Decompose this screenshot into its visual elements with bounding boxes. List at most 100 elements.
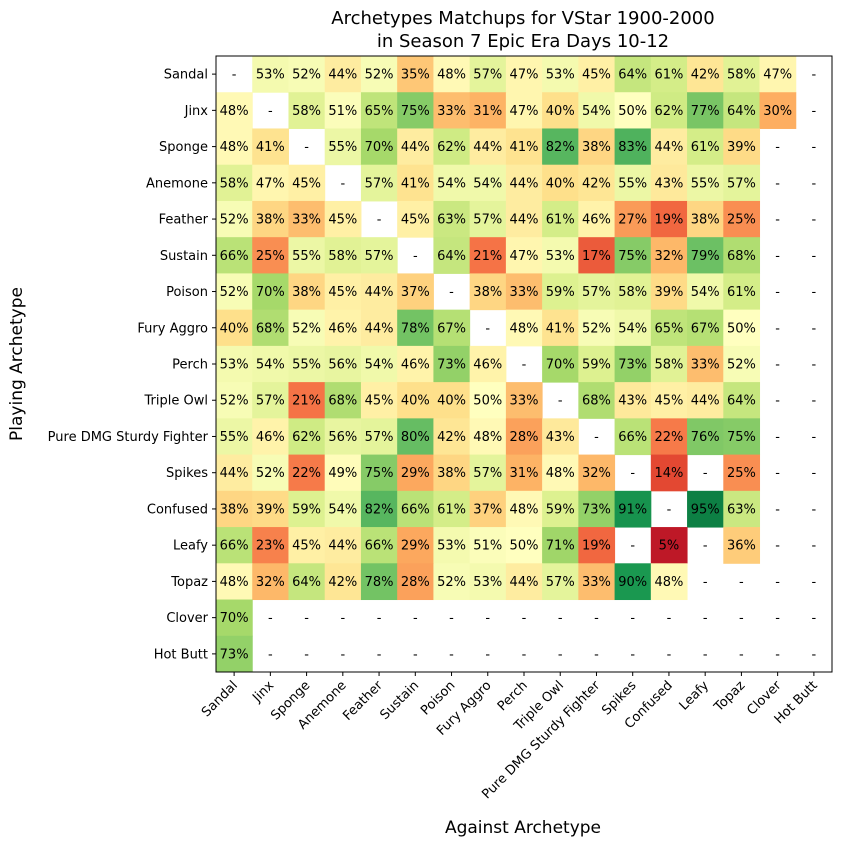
heatmap-cell [397,345,434,383]
cell-value-label: - [812,68,817,83]
cell-value-label: - [812,466,817,481]
heatmap-cell [687,418,724,456]
heatmap-cell [397,527,434,564]
heatmap-cell [505,527,543,564]
cell-value-label: 52% [256,466,285,481]
y-axis-label: Playing Archetype [7,287,27,441]
heatmap-cell [360,418,398,456]
cell-value-label: 82% [365,502,394,517]
heatmap-cell [542,454,579,492]
cell-value-label: - [812,213,817,228]
heatmap-cell [505,56,543,93]
cell-value-label: 39% [256,502,285,517]
cell-value-label: 52% [220,213,249,228]
heatmap-cell [397,382,434,419]
cell-value-label: 55% [328,140,357,155]
heatmap-cell [650,527,688,564]
heatmap-cell [469,563,507,601]
cell-value-label: - [812,176,817,191]
cell-value-label: 70% [365,140,394,155]
heatmap-cell [252,200,289,238]
heatmap-cell [252,309,289,347]
cell-value-label: 64% [727,104,756,119]
cell-value-label: - [739,575,744,590]
heatmap-cell [650,382,688,419]
heatmap-cell [614,92,652,129]
heatmap-cell [252,490,289,528]
cell-value-label: 54% [328,502,357,517]
cell-value-label: - [812,647,817,662]
y-tick-label: Leafy [173,539,208,554]
cell-value-label: 54% [437,176,466,191]
y-tick-label: Perch [172,358,208,373]
cell-value-label: 43% [546,430,575,445]
cell-value-label: 40% [220,321,249,336]
cell-value-label: 78% [401,321,430,336]
heatmap-cell [687,128,724,166]
cell-value-label: 39% [727,140,756,155]
cell-value-label: - [703,575,708,590]
heatmap-cell [578,527,616,564]
cell-value-label: - [775,285,780,300]
heatmap-cell [216,128,253,166]
cell-value-label: - [703,466,708,481]
cell-value-label: 33% [691,358,720,373]
cell-value-label: - [703,611,708,626]
cell-value-label: 45% [292,176,321,191]
cell-value-label: 55% [292,249,321,264]
y-tick-label: Sponge [159,140,208,155]
heatmap-cell [723,128,761,166]
cell-value-label: - [775,430,780,445]
heatmap-cell [433,454,471,492]
cell-value-label: 58% [292,104,321,119]
cell-value-label: 21% [473,249,502,264]
cell-value-label: 66% [365,539,394,554]
cell-value-label: - [812,611,817,626]
x-axis-ticks: Sandal JinxSpongeAnemoneFeatherSustainPoi… [199,672,821,802]
cell-value-label: - [522,611,527,626]
cell-value-label: 62% [292,430,321,445]
x-tick-label: Feather [340,678,386,724]
heatmap-cell [650,418,688,456]
cell-value-label: 25% [727,213,756,228]
cell-value-label: - [413,249,418,264]
heatmap-cell [252,527,289,564]
heatmap-cell [505,237,543,274]
heatmap-cell [469,527,507,564]
heatmap-cell [687,382,724,419]
heatmap-cell [288,164,326,202]
heatmap-cell [324,490,362,528]
heatmap-cell [614,382,652,419]
heatmap-cell [433,563,471,601]
cell-value-label: 52% [727,358,756,373]
cell-value-label: 50% [727,321,756,336]
heatmap-cell [216,418,253,456]
cell-value-label: 66% [220,249,249,264]
heatmap-cell [324,273,362,311]
cell-value-label: 67% [437,321,466,336]
heatmap-cell [542,128,579,166]
cell-value-label: 33% [582,575,611,590]
cell-value-label: 21% [292,394,321,409]
cell-value-label: 75% [365,466,394,481]
cell-value-label: 30% [763,104,792,119]
cell-value-label: 38% [256,213,285,228]
cell-value-label: 44% [328,68,357,83]
heatmap-cell [723,454,761,492]
heatmap-cell [614,563,652,601]
heatmap-cell [687,164,724,202]
cell-value-label: - [232,68,237,83]
heatmap-cell [360,454,398,492]
cell-value-label: 25% [727,466,756,481]
heatmap-cell [433,92,471,129]
cell-value-label: 70% [546,358,575,373]
heatmap-cell [397,200,434,238]
cell-value-label: 52% [292,68,321,83]
y-tick-label: Feather [159,213,209,228]
cell-value-label: 55% [292,358,321,373]
cell-value-label: 41% [256,140,285,155]
cell-value-label: 91% [618,502,647,517]
x-tick-label: Sustain [377,678,422,723]
cell-value-label: 82% [546,140,575,155]
cell-value-label: 48% [220,575,249,590]
